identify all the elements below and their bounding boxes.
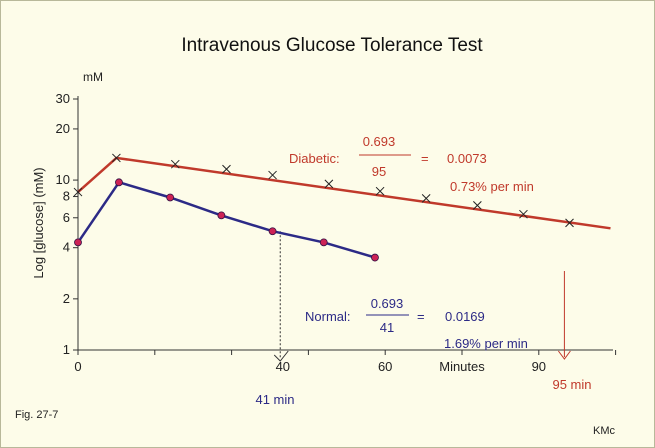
diabetic-equals: = bbox=[421, 151, 429, 166]
diabetic-point-stroke bbox=[519, 209, 528, 219]
normal-point bbox=[268, 227, 277, 236]
diabetic-point-stroke bbox=[170, 159, 180, 169]
diabetic-point bbox=[565, 218, 574, 228]
y-ticks: 1 2 4 6 8 10 20 30 bbox=[56, 91, 78, 357]
diabetic-point bbox=[73, 187, 83, 197]
x-tick-label: 90 bbox=[532, 359, 546, 374]
normal-point bbox=[217, 211, 226, 220]
diabetic-point-stroke bbox=[324, 179, 334, 189]
normal-denominator: 41 bbox=[380, 320, 394, 335]
x-tick-label: 60 bbox=[378, 359, 392, 374]
diabetic-point bbox=[112, 153, 121, 163]
diabetic-point-stroke bbox=[222, 164, 231, 174]
diabetic-point-stroke bbox=[473, 200, 482, 210]
diabetic-point bbox=[170, 159, 180, 169]
normal-point bbox=[115, 178, 123, 187]
y-tick-label: 2 bbox=[63, 291, 70, 306]
diabetic-denominator: 95 bbox=[372, 164, 386, 179]
normal-point bbox=[371, 253, 379, 262]
y-unit-label: mM bbox=[83, 70, 103, 84]
diabetic-point-stroke bbox=[73, 187, 83, 197]
normal-series-line bbox=[76, 180, 376, 259]
series-layer bbox=[73, 153, 611, 262]
diabetic-point bbox=[268, 170, 277, 180]
y-axis-label: Log [glucose] (mM) bbox=[31, 167, 46, 278]
diabetic-point bbox=[473, 200, 482, 210]
y-tick-label: 4 bbox=[63, 240, 70, 255]
diabetic-point-stroke bbox=[375, 186, 385, 196]
normal-equals: = bbox=[417, 309, 425, 324]
diabetic-point-stroke bbox=[268, 170, 277, 180]
chart-title: Intravenous Glucose Tolerance Test bbox=[181, 35, 483, 56]
diabetic-label: Diabetic: bbox=[289, 151, 340, 166]
diabetic-rate: 0.73% per min bbox=[450, 179, 534, 194]
y-tick-label: 8 bbox=[63, 189, 70, 204]
x-axis-label: Minutes bbox=[439, 359, 485, 374]
normal-point bbox=[74, 238, 82, 247]
x-ticks: 0 40 60 90 bbox=[74, 350, 617, 374]
diabetic-point-stroke bbox=[112, 153, 121, 163]
credit-label: KMc bbox=[593, 425, 616, 437]
diabetic-point bbox=[324, 179, 334, 189]
normal-result: 0.0169 bbox=[445, 309, 485, 324]
y-tick-label: 6 bbox=[63, 210, 70, 225]
diabetic-result: 0.0073 bbox=[447, 151, 487, 166]
diabetic-point bbox=[519, 209, 528, 219]
x-tick-label: 0 bbox=[74, 359, 81, 374]
y-tick-label: 30 bbox=[56, 91, 70, 106]
y-tick-label: 20 bbox=[56, 121, 70, 136]
normal-label: Normal: bbox=[305, 309, 351, 324]
diabetic-point bbox=[375, 186, 385, 196]
diabetic-half-time: 95 min bbox=[552, 377, 591, 392]
y-tick-label: 10 bbox=[56, 172, 70, 187]
figure-label: Fig. 27-7 bbox=[15, 409, 58, 421]
normal-half-time: 41 min bbox=[255, 392, 294, 407]
axes bbox=[77, 96, 613, 351]
x-tick-label: 40 bbox=[276, 359, 290, 374]
normal-rate: 1.69% per min bbox=[444, 336, 528, 351]
normal-numerator: 0.693 bbox=[371, 296, 404, 311]
y-tick-label: 1 bbox=[63, 342, 70, 357]
normal-point bbox=[319, 238, 328, 247]
normal-half-time-arrow bbox=[273, 350, 289, 362]
diabetic-numerator: 0.693 bbox=[363, 134, 396, 149]
diabetic-point-stroke bbox=[565, 218, 574, 228]
diabetic-point bbox=[222, 164, 231, 174]
normal-point bbox=[166, 193, 175, 202]
diabetic-half-time-arrow bbox=[558, 350, 571, 360]
diabetic-point-stroke bbox=[421, 194, 431, 203]
diabetic-point bbox=[421, 194, 431, 203]
half-time-guides bbox=[273, 231, 571, 362]
